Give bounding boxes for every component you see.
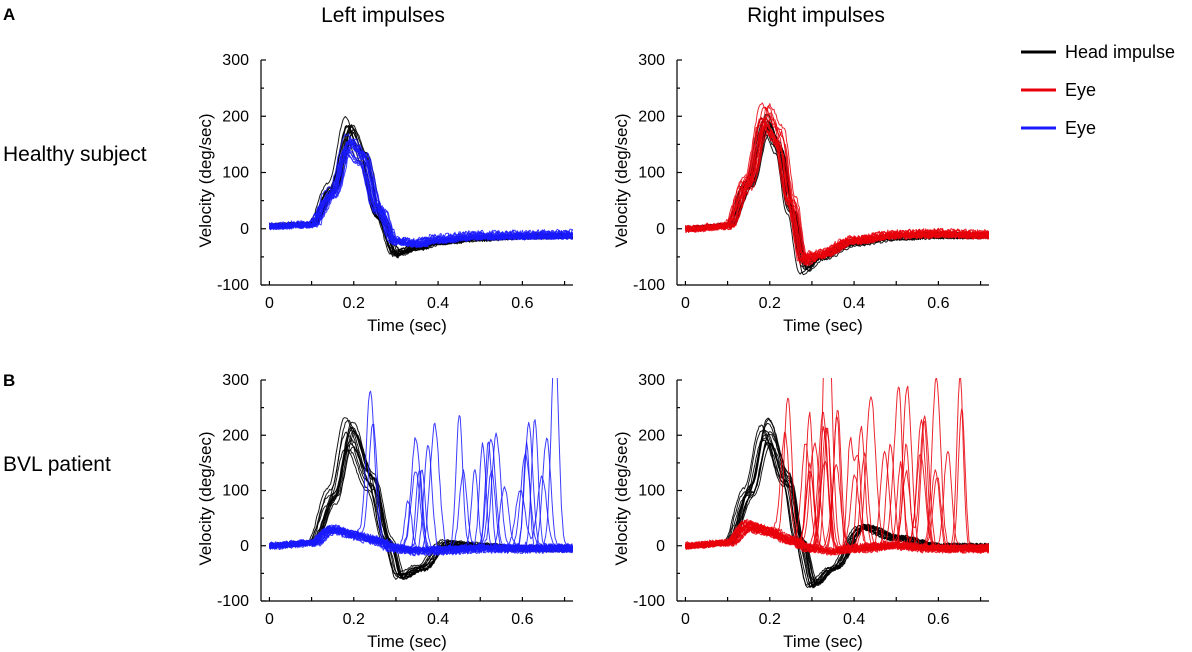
y-tick-label: 300: [638, 372, 665, 389]
column-title-right: Right impulses: [747, 4, 885, 27]
x-tick-label: 0.4: [843, 611, 865, 628]
eye-trace: [269, 378, 573, 553]
eye-trace: [269, 423, 573, 554]
y-tick-label: 300: [222, 52, 249, 69]
eye-trace: [269, 140, 573, 248]
eye-trace: [269, 437, 573, 556]
y-tick-label: 200: [638, 108, 665, 125]
x-tick-label: 0.2: [759, 611, 781, 628]
eye-trace: [685, 116, 989, 264]
eye-trace: [684, 378, 989, 549]
eye-trace: [685, 443, 989, 554]
y-tick-label: 0: [656, 538, 665, 555]
x-tick-label: 0.4: [427, 611, 449, 628]
eye-trace: [268, 138, 573, 247]
eye-trace: [685, 131, 989, 263]
panel-letter-a: A: [3, 5, 15, 24]
y-tick-label: 300: [222, 372, 249, 389]
traces: [268, 116, 573, 259]
eye-trace: [268, 438, 573, 554]
traces: [684, 378, 989, 589]
y-axis-label: Velocity (deg/sec): [612, 113, 631, 247]
traces: [268, 378, 573, 580]
legend: Head impulse Eye Eye: [1021, 42, 1175, 138]
eye-trace: [684, 117, 989, 259]
y-axis-label: Velocity (deg/sec): [196, 113, 215, 247]
x-axis-label: Time (sec): [367, 316, 447, 335]
eye-trace: [268, 148, 573, 246]
x-tick-label: 0.2: [343, 611, 365, 628]
eye-trace: [269, 471, 573, 555]
eye-trace: [685, 112, 989, 267]
eye-trace: [684, 125, 989, 262]
y-tick-label: 100: [222, 483, 249, 500]
eye-trace: [268, 140, 573, 247]
eye-trace: [684, 105, 989, 267]
plot-healthy-right: -100 0 100 200 300 0 0.2 0.4 0.6 Time (sec) Veloci…: [612, 52, 989, 335]
y-tick-label: -100: [217, 277, 249, 294]
eye-trace: [685, 120, 989, 263]
y-tick-label: -100: [217, 593, 249, 610]
x-tick-label: 0.2: [343, 295, 365, 312]
x-tick-label: 0.6: [927, 295, 949, 312]
x-tick-label: 0: [681, 611, 690, 628]
plot-bvl-left: -100 0 100 200 300 0 0.2 0.4 0.6 Time (sec) Veloci…: [196, 372, 573, 651]
y-tick-label: 0: [240, 538, 249, 555]
x-axis-label: Time (sec): [783, 316, 863, 335]
eye-trace: [685, 411, 989, 556]
y-tick-label: -100: [633, 593, 665, 610]
y-tick-label: 0: [240, 221, 249, 238]
y-tick-label: 100: [222, 165, 249, 182]
x-tick-label: 0.6: [927, 611, 949, 628]
eye-trace: [269, 150, 573, 247]
eye-trace: [269, 153, 573, 244]
plot-healthy-left: -100 0 100 200 300 0 0.2 0.4 0.6 Time (sec) Veloci…: [196, 52, 573, 335]
eye-trace: [684, 103, 989, 264]
legend-label-eye-red: Eye: [1065, 80, 1096, 100]
legend-label-eye-blue: Eye: [1065, 118, 1096, 138]
y-tick-label: 100: [638, 165, 665, 182]
x-tick-label: 0: [681, 295, 690, 312]
eye-trace: [268, 138, 573, 248]
row-label-healthy: Healthy subject: [3, 143, 147, 166]
x-tick-label: 0.6: [511, 611, 533, 628]
x-tick-label: 0.4: [843, 295, 865, 312]
eye-trace: [685, 106, 989, 266]
legend-label-head: Head impulse: [1065, 42, 1175, 62]
y-axis-label: Velocity (deg/sec): [612, 431, 631, 565]
row-label-bvl: BVL patient: [3, 453, 111, 476]
y-tick-label: 300: [638, 52, 665, 69]
y-tick-label: 200: [638, 427, 665, 444]
eye-trace: [268, 140, 573, 248]
y-tick-label: -100: [633, 277, 665, 294]
eye-trace: [684, 102, 989, 266]
eye-trace: [685, 122, 989, 264]
x-tick-label: 0: [265, 611, 274, 628]
y-tick-label: 200: [222, 427, 249, 444]
x-tick-label: 0.2: [759, 295, 781, 312]
eye-trace: [684, 123, 989, 261]
eye-trace: [684, 443, 989, 553]
eye-trace: [268, 139, 573, 244]
y-tick-label: 200: [222, 108, 249, 125]
y-tick-label: 100: [638, 483, 665, 500]
x-tick-label: 0.6: [511, 295, 533, 312]
x-tick-label: 0.4: [427, 295, 449, 312]
y-tick-label: 0: [656, 221, 665, 238]
eye-trace: [269, 143, 573, 245]
plot-bvl-right: -100 0 100 200 300 0 0.2 0.4 0.6 Time (sec) Veloci…: [612, 372, 989, 651]
panel-letter-b: B: [3, 371, 15, 390]
traces: [684, 102, 989, 276]
x-axis-label: Time (sec): [783, 632, 863, 651]
y-axis-label: Velocity (deg/sec): [196, 431, 215, 565]
x-tick-label: 0: [265, 295, 274, 312]
x-axis-label: Time (sec): [367, 632, 447, 651]
column-title-left: Left impulses: [321, 4, 445, 27]
